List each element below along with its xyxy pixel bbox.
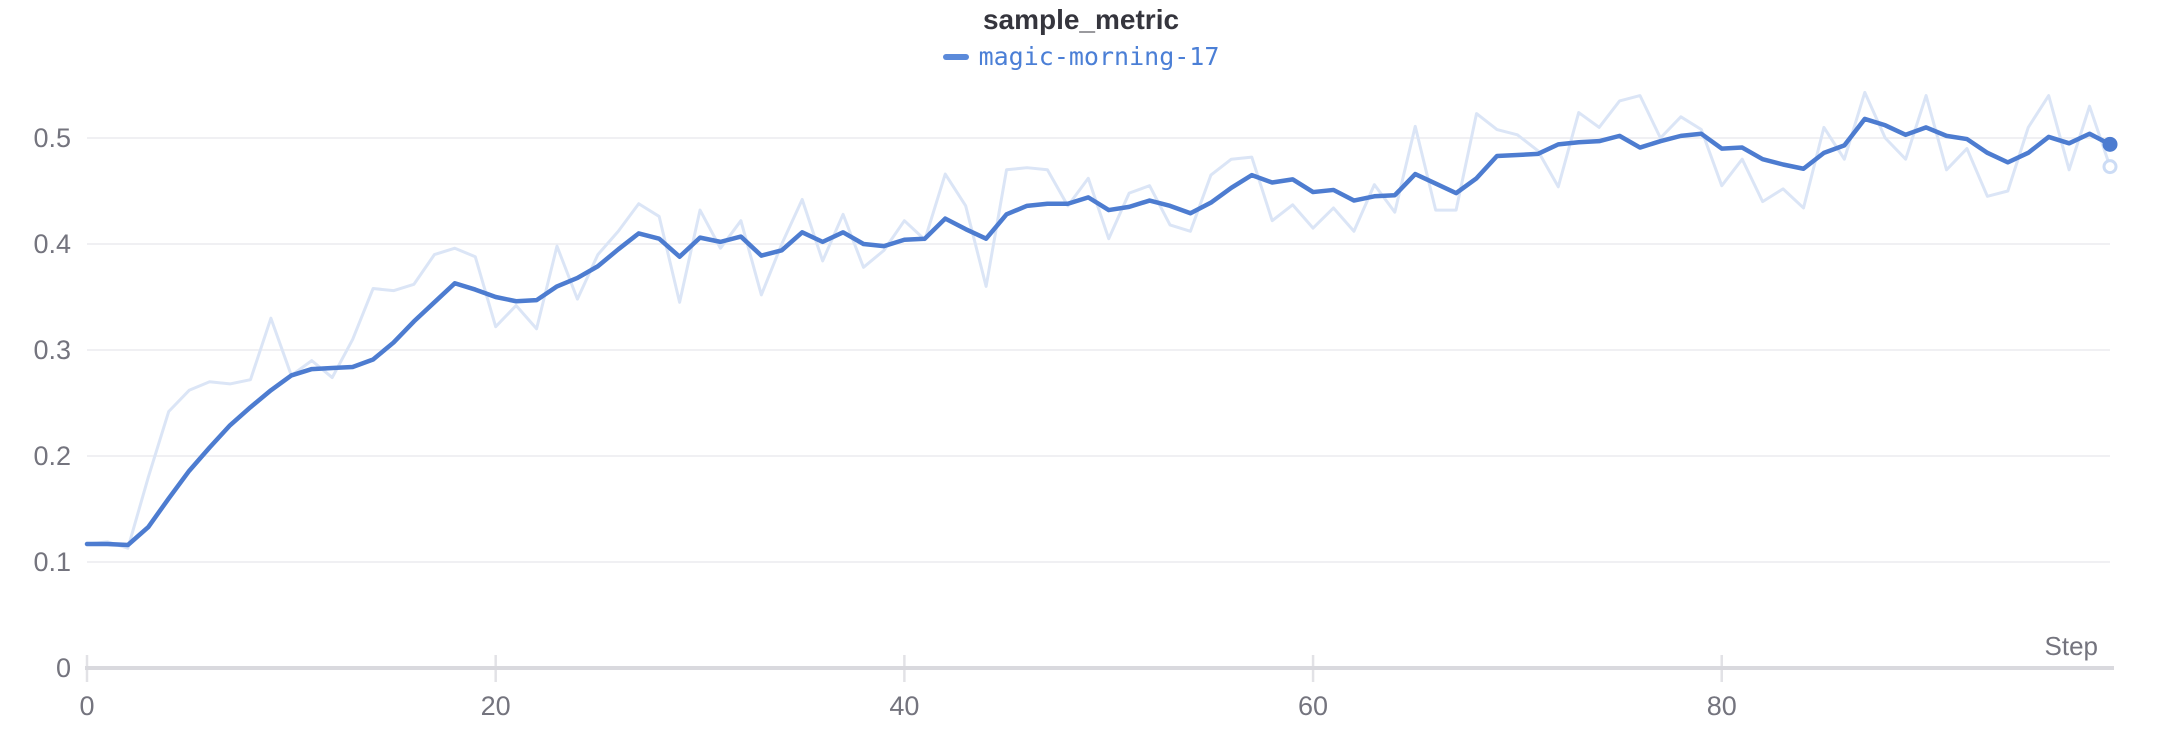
raw-metric-line <box>85 90 2112 550</box>
x-axis-tick-label: 0 <box>79 691 94 721</box>
smoothed-metric-line <box>84 116 2113 548</box>
x-axis-title: Step <box>2045 631 2099 661</box>
x-axis-tick-label: 80 <box>1707 691 1737 721</box>
legend-swatch-icon <box>942 53 969 60</box>
y-axis-tick-label: 0.3 <box>33 335 71 365</box>
y-axis-tick-label: 0.2 <box>33 441 71 471</box>
y-axis-tick-label: 0.5 <box>33 123 71 153</box>
chart-title: sample_metric <box>982 4 1180 35</box>
legend-item-magic-morning-17[interactable]: magic-morning-17 <box>942 42 1220 71</box>
x-axis-tick-label: 40 <box>889 691 919 721</box>
legend-run-name: magic-morning-17 <box>978 42 1220 71</box>
y-axis-tick-label: 0.1 <box>33 547 71 577</box>
raw-line-end-marker <box>2102 159 2118 175</box>
x-axis-tick-label: 60 <box>1298 691 1328 721</box>
y-axis-tick-label: 0 <box>56 653 71 683</box>
smoothed-line-end-marker <box>2102 136 2118 152</box>
chart-legend: magic-morning-17 <box>0 42 2162 71</box>
y-axis-tick-label: 0.4 <box>33 229 71 259</box>
x-axis-tick-label: 20 <box>481 691 511 721</box>
